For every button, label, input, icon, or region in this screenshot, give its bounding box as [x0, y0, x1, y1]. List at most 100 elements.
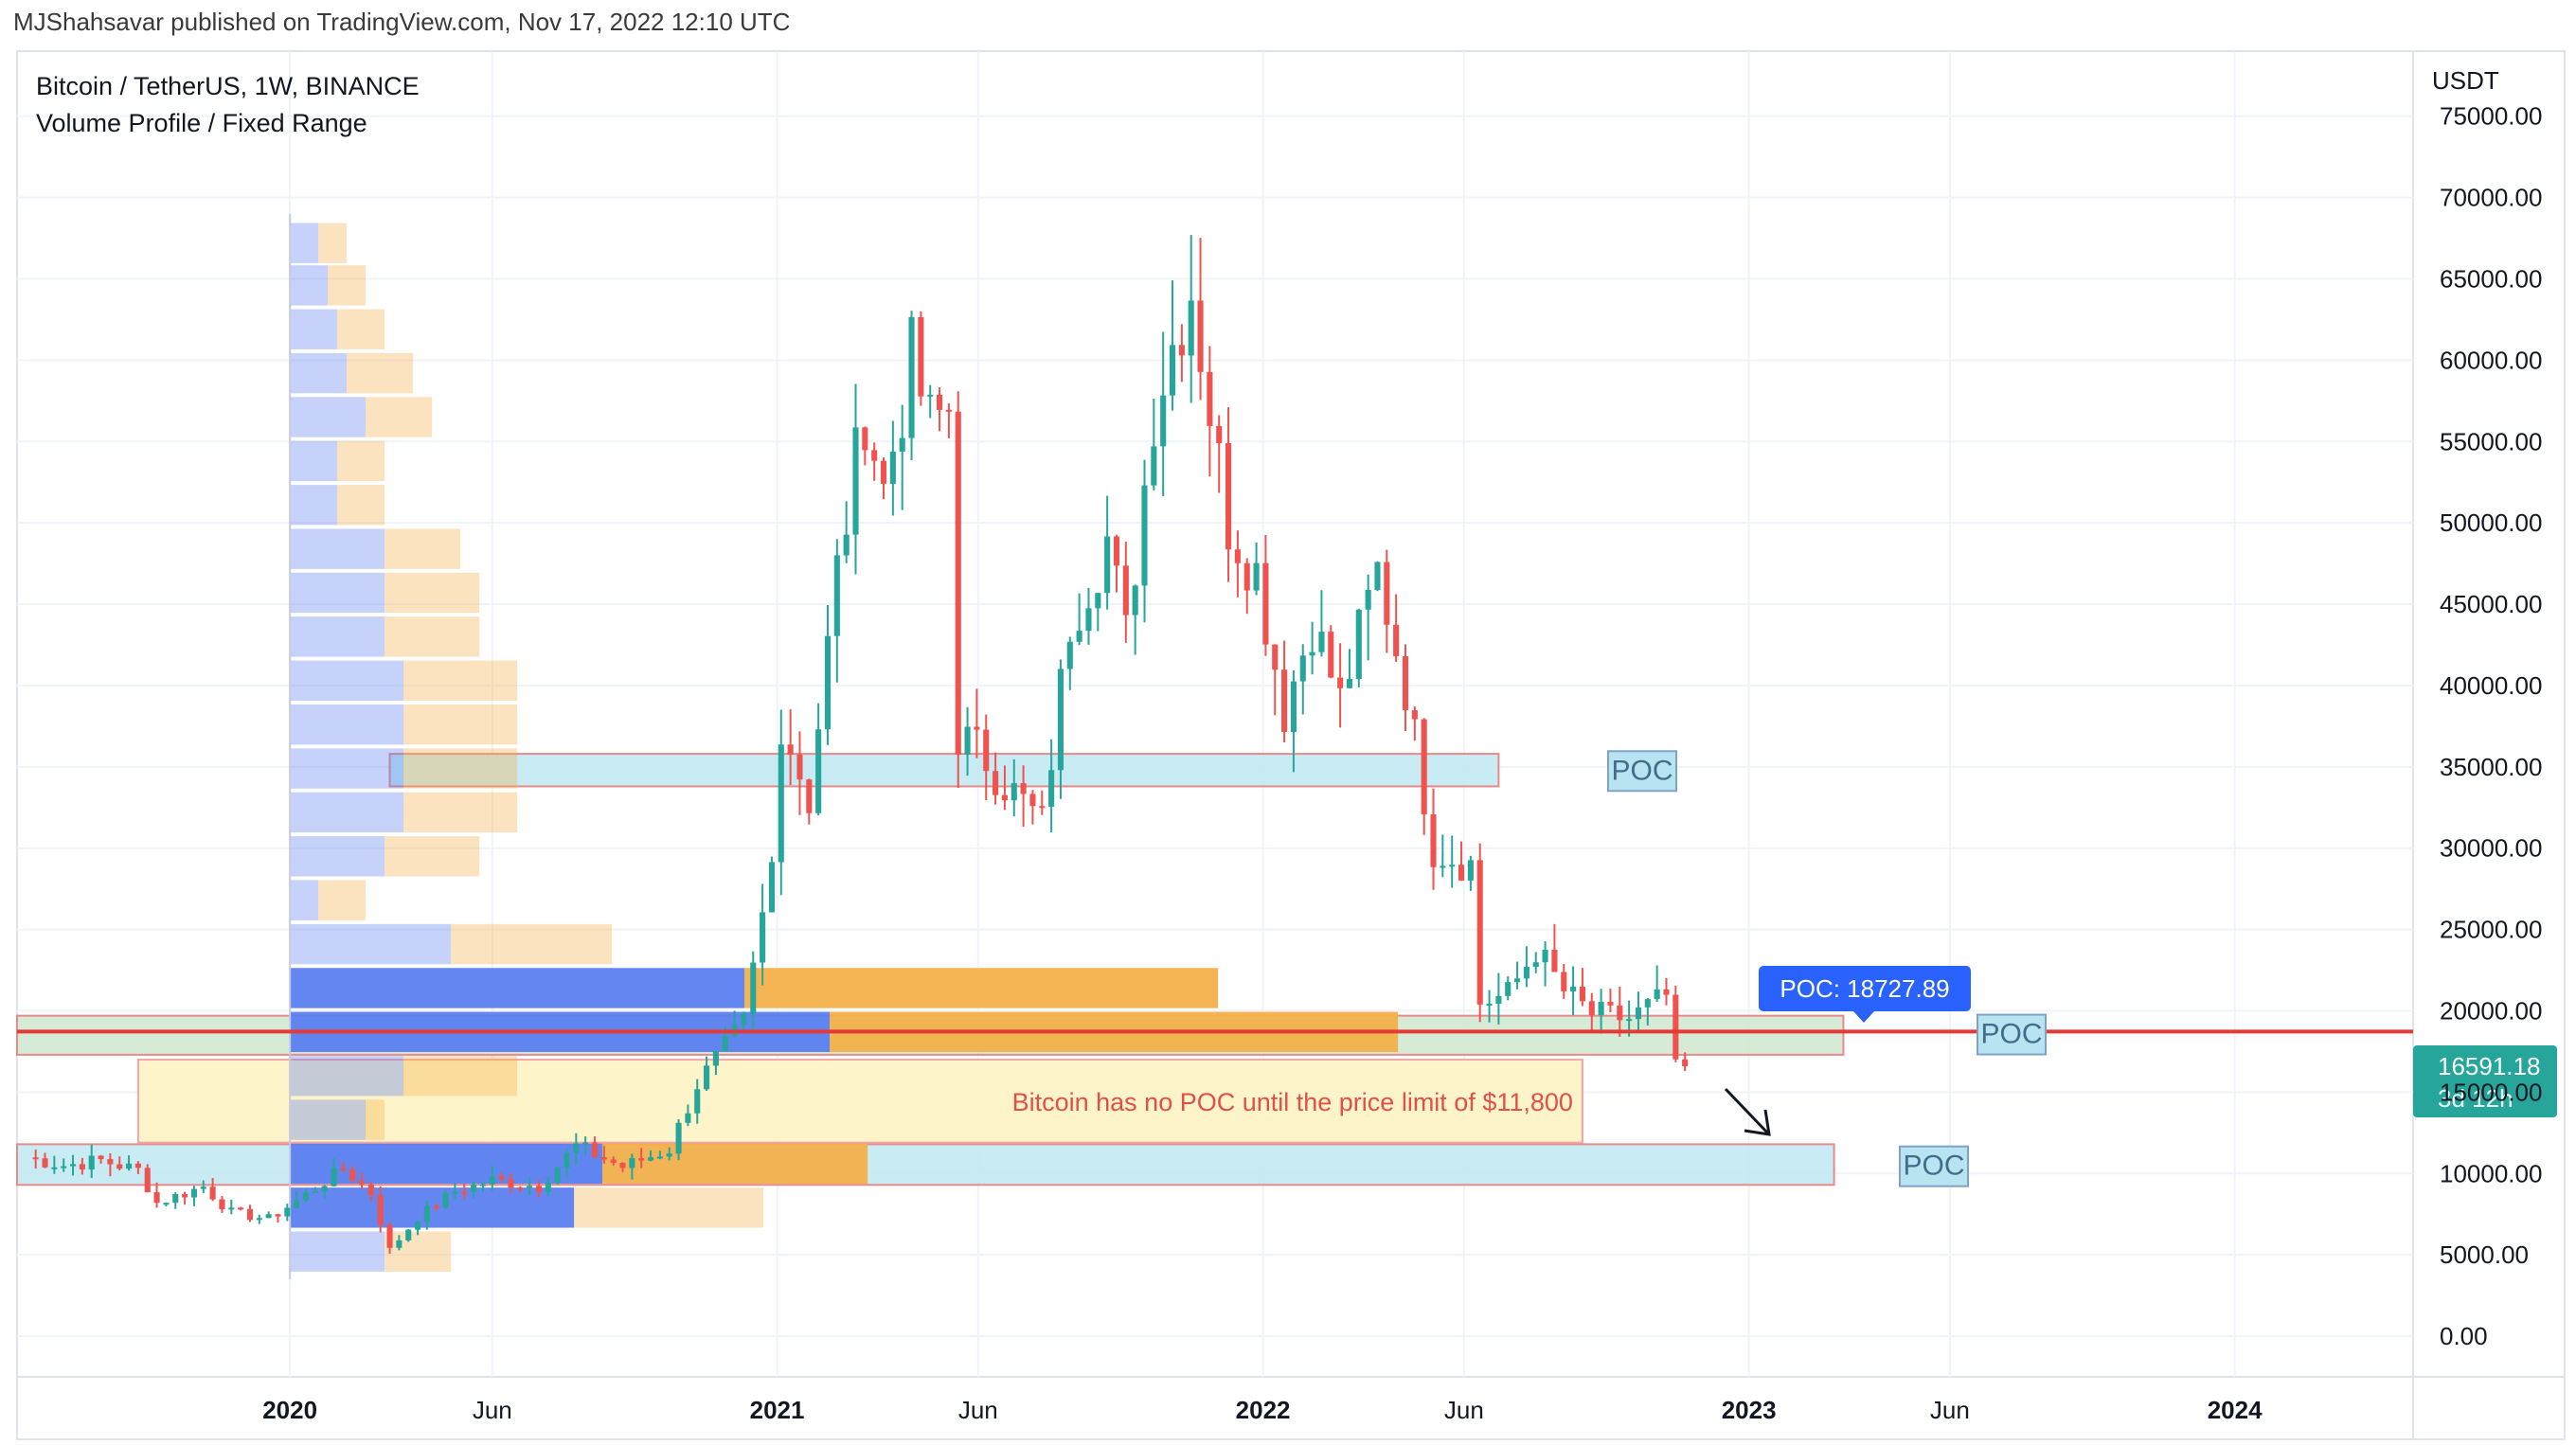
candle-body: [1057, 669, 1064, 771]
candle-body: [1532, 962, 1539, 968]
candle-body: [1355, 609, 1362, 680]
volume-bar-down: [337, 309, 385, 349]
volume-bar-up: [290, 352, 348, 394]
candle-body: [246, 1208, 254, 1221]
candle-body: [787, 744, 794, 755]
price-tick-label: 75000.00: [2440, 102, 2542, 131]
candle-body: [1188, 300, 1194, 356]
price-tick-label: 0.00: [2440, 1322, 2488, 1350]
candle-body: [32, 1157, 39, 1160]
candle-body: [219, 1199, 225, 1209]
last-price-text: 16591.18: [2438, 1052, 2540, 1080]
indicator-legend[interactable]: Volume Profile / Fixed Range: [36, 109, 367, 137]
candle-body: [1337, 677, 1344, 688]
candle-body: [1225, 443, 1232, 550]
candle-body: [275, 1214, 281, 1217]
candle-body: [1262, 562, 1269, 645]
candle-body: [163, 1203, 170, 1205]
candle-body: [1570, 986, 1577, 991]
candle-body: [1654, 989, 1660, 1000]
poc-label-text: POC: [1611, 755, 1673, 786]
candle-body: [591, 1142, 599, 1158]
candle-body: [993, 771, 999, 795]
time-tick-label: Jun: [958, 1396, 998, 1424]
no-poc-note: Bitcoin has no POC until the price limit…: [1012, 1088, 1573, 1116]
volume-bar-up: [290, 440, 338, 482]
candle-body: [1029, 794, 1036, 807]
time-tick-label: 2023: [1722, 1396, 1777, 1424]
candle-body: [1411, 710, 1418, 720]
candle-body: [1440, 865, 1446, 868]
candle-body: [321, 1186, 328, 1191]
time-tick-label: Jun: [473, 1396, 512, 1424]
candle-body: [694, 1089, 701, 1114]
time-tick-label: Jun: [1444, 1396, 1484, 1424]
candle-body: [1328, 632, 1334, 678]
candle-body: [1393, 624, 1400, 657]
volume-bar-up: [290, 968, 745, 1008]
candle-body: [1626, 1019, 1633, 1022]
candle-body: [1673, 994, 1679, 1060]
candle-body: [238, 1207, 244, 1210]
volume-bar-down: [337, 440, 385, 482]
volume-bar-down: [328, 265, 367, 306]
volume-bar-up: [290, 528, 385, 569]
candle-body: [629, 1158, 635, 1168]
candle-body: [927, 394, 934, 397]
candle-body: [889, 451, 896, 484]
candle-body: [1085, 608, 1092, 632]
price-tick-label: 35000.00: [2440, 753, 2542, 781]
candle-body: [619, 1163, 626, 1168]
price-tick-label: 65000.00: [2440, 264, 2542, 293]
candle-body: [1346, 679, 1353, 688]
volume-bar-down: [385, 528, 461, 569]
poc-label-text: POC: [1903, 1151, 1964, 1182]
candle-body: [564, 1152, 570, 1168]
candle-body: [1365, 589, 1371, 610]
candle-body: [1299, 655, 1306, 682]
candle-body: [1617, 1005, 1623, 1021]
poc-label-middle[interactable]: POC: [1977, 1013, 2047, 1056]
overlays: POC POC POC POC: 18727.89 Bitcoin has no POC…: [17, 750, 2557, 1187]
candle-body: [666, 1153, 672, 1157]
poc-label-upper[interactable]: POC: [1607, 750, 1677, 793]
candle-body: [1001, 794, 1008, 801]
volume-bar-down: [385, 836, 480, 877]
candle-body: [1430, 813, 1437, 867]
candle-body: [778, 744, 784, 863]
candle-body: [144, 1168, 151, 1193]
candle-body: [190, 1188, 197, 1198]
poc-value-badge[interactable]: [1759, 966, 1971, 1011]
volume-bar-down: [403, 1056, 518, 1097]
candle-body: [479, 1184, 486, 1186]
poc-label-text: POC: [1980, 1019, 2042, 1050]
volume-bar-up: [290, 616, 385, 657]
poc-label-lower[interactable]: POC: [1899, 1145, 1969, 1187]
volume-bar-up: [290, 223, 319, 263]
volume-bar-down: [403, 748, 518, 789]
poc-zone[interactable]: [388, 753, 1500, 788]
candle-body: [945, 409, 952, 412]
candle-body: [974, 726, 980, 730]
last-price-badge[interactable]: [2413, 1045, 2557, 1118]
symbol-legend[interactable]: Bitcoin / TetherUS, 1W, BINANCE: [36, 72, 420, 100]
volume-bar-up: [290, 309, 338, 349]
candle-body: [843, 534, 850, 556]
candle-body: [209, 1186, 216, 1200]
candle-body: [1207, 371, 1213, 426]
candle-body: [1104, 536, 1111, 594]
candle-body: [685, 1113, 691, 1123]
candle-body: [294, 1200, 300, 1208]
candle-body: [1514, 978, 1521, 983]
candle-body: [1486, 1003, 1493, 1006]
candle-body: [1169, 345, 1176, 396]
volume-bar-down: [602, 1143, 868, 1185]
candle-body: [415, 1222, 421, 1230]
no-poc-zone[interactable]: [136, 1059, 1583, 1144]
candle-body: [1048, 770, 1055, 807]
volume-bar-up: [290, 1231, 385, 1272]
candle-body: [116, 1164, 123, 1169]
volume-bar-down: [403, 704, 518, 745]
volume-bar-up: [290, 265, 329, 306]
